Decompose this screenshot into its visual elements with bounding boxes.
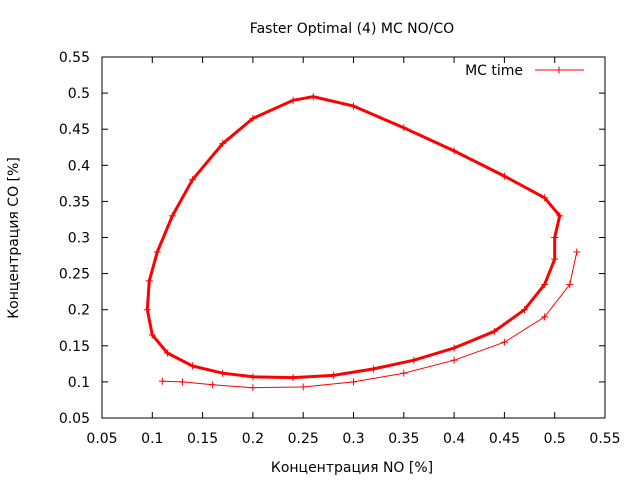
data-point-marker xyxy=(350,378,357,386)
x-axis-label: Концентрация NO [%] xyxy=(271,460,433,476)
data-point-marker xyxy=(249,373,257,381)
data-point-marker xyxy=(450,344,458,352)
data-point-marker xyxy=(500,338,508,346)
x-tick-label: 0.55 xyxy=(589,431,620,447)
y-tick-label: 0.3 xyxy=(68,231,90,247)
data-point-marker xyxy=(145,277,153,285)
data-point-marker xyxy=(143,306,151,314)
data-point-marker xyxy=(350,102,357,110)
x-axis-ticks: 0.05 0.1 0.15 0.2 0.25 0.3 0.35 0.4 0.45 0.5 0.55 xyxy=(86,57,621,447)
y-tick-label: 0.25 xyxy=(59,267,90,283)
y-tick-label: 0.35 xyxy=(59,194,90,210)
data-point-marker xyxy=(566,280,574,288)
data-point-marker xyxy=(309,93,317,101)
data-point-marker xyxy=(450,147,458,155)
y-axis-ticks: 0.05 0.1 0.15 0.2 0.25 0.3 0.35 0.4 0.45 0.5 0.55 xyxy=(59,50,605,427)
data-point-marker xyxy=(299,383,307,391)
data-point-marker xyxy=(289,374,297,382)
y-tick-label: 0.45 xyxy=(59,122,90,138)
data-point-marker xyxy=(490,327,498,335)
y-tick-label: 0.5 xyxy=(68,86,90,102)
y-tick-label: 0.4 xyxy=(68,158,90,174)
x-tick-label: 0.25 xyxy=(288,431,319,447)
data-point-marker xyxy=(148,331,156,339)
x-tick-label: 0.05 xyxy=(86,431,117,447)
series-transient-line xyxy=(162,251,578,389)
data-point-marker xyxy=(450,356,458,364)
x-tick-label: 0.3 xyxy=(342,431,364,447)
data-point-marker xyxy=(400,124,408,132)
data-point-marker xyxy=(189,362,197,370)
data-point-marker xyxy=(153,248,161,256)
x-tick-label: 0.2 xyxy=(242,431,264,447)
data-point-marker xyxy=(219,369,227,377)
data-point-marker xyxy=(521,306,529,314)
data-point-marker xyxy=(541,194,549,202)
data-point-marker xyxy=(163,349,171,357)
data-point-marker xyxy=(178,378,186,386)
data-point-marker xyxy=(551,255,559,263)
data-point-marker xyxy=(541,313,549,321)
legend-marker xyxy=(555,66,563,74)
x-tick-label: 0.35 xyxy=(388,431,419,447)
data-point-marker xyxy=(158,377,166,385)
x-tick-label: 0.1 xyxy=(141,431,163,447)
y-tick-label: 0.2 xyxy=(68,303,90,319)
data-point-marker xyxy=(189,176,197,184)
series-limit-cycle-line xyxy=(145,95,562,380)
plot-area-frame xyxy=(101,56,606,419)
data-point-marker xyxy=(249,384,257,392)
legend-entry-label: MC time xyxy=(465,63,523,79)
data-point-marker xyxy=(219,140,227,148)
data-point-marker xyxy=(168,212,176,220)
x-tick-label: 0.5 xyxy=(544,431,566,447)
data-point-marker xyxy=(500,172,508,180)
data-point-marker xyxy=(370,365,378,373)
y-axis-label: Концентрация CO [%] xyxy=(6,157,22,319)
data-point-marker xyxy=(551,234,559,241)
x-tick-label: 0.4 xyxy=(443,431,465,447)
data-point-marker xyxy=(556,212,564,220)
data-point-marker xyxy=(573,248,581,256)
y-tick-label: 0.55 xyxy=(59,50,90,66)
y-tick-label: 0.05 xyxy=(59,411,90,427)
x-tick-label: 0.45 xyxy=(489,431,520,447)
x-tick-label: 0.15 xyxy=(187,431,218,447)
data-point-marker xyxy=(400,369,408,377)
data-point-marker xyxy=(249,114,257,122)
data-point-marker xyxy=(329,371,337,379)
data-point-marker xyxy=(289,96,297,104)
data-point-marker xyxy=(410,356,418,364)
data-point-marker xyxy=(541,280,549,288)
legend: MC time xyxy=(465,63,584,79)
data-point-marker xyxy=(209,381,217,389)
series-layer xyxy=(143,93,581,392)
y-tick-label: 0.15 xyxy=(59,339,90,355)
chart-title: Faster Optimal (4) MC NO/CO xyxy=(250,21,454,37)
y-tick-label: 0.1 xyxy=(68,375,90,391)
